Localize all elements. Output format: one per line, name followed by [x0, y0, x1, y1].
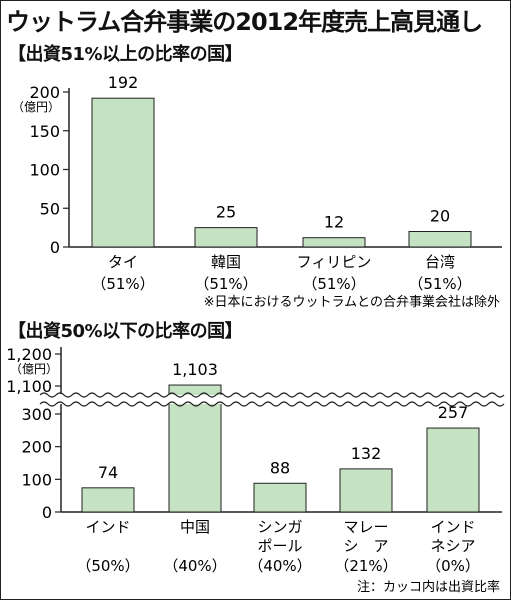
chart2-category-label: インド — [430, 518, 475, 536]
chart1-note: ※日本におけるウットラムとの合弁事業会社は除外 — [204, 294, 500, 310]
page-title: ウットラム合弁事業の2012年度売上高見通し — [6, 8, 483, 36]
chart2-y-tick-label: 1,100 — [6, 377, 52, 396]
chart2-value-label: 88 — [270, 458, 290, 477]
chart1-title: 【出資51%以上の比率の国】 — [8, 44, 243, 65]
chart2-share-label: （0%） — [426, 557, 480, 575]
chart1-share-label: （51%） — [194, 275, 257, 293]
chart1-bar — [302, 237, 366, 248]
chart1-value-label: 25 — [216, 203, 236, 222]
chart1-share-label: （51%） — [302, 275, 365, 293]
chart2-y-tick-label: 300 — [21, 405, 52, 424]
chart2-bar — [426, 427, 480, 513]
chart2-y-tick-label: 0 — [42, 503, 52, 522]
chart2-bar — [253, 482, 307, 513]
chart2-value-label: 1,103 — [172, 360, 218, 379]
chart1-y-tick-label: 200 — [29, 83, 60, 102]
chart2-value-label: 257 — [438, 403, 469, 422]
chart2-break-line — [39, 401, 505, 407]
chart1-value-label: 192 — [108, 73, 139, 92]
chart2-category-label: ポール — [257, 537, 302, 555]
chart1-y-tick-label: 100 — [29, 161, 60, 180]
chart1-category-label: タイ — [108, 253, 138, 271]
chart1-y-tick-label: 50 — [40, 199, 60, 218]
chart1-y-tick-label: 0 — [50, 238, 60, 257]
chart1-bar — [194, 227, 258, 248]
chart2-category-label: シンガ — [257, 518, 302, 536]
chart2-share-label: （40%） — [248, 557, 311, 575]
chart2-value-label: 74 — [98, 463, 118, 482]
chart1-value-label: 12 — [324, 213, 344, 232]
chart2-bar — [339, 468, 393, 513]
chart2-y-tick-label: 100 — [21, 470, 52, 489]
chart2-unit-label: （億円） — [10, 362, 58, 376]
chart1-share-label: （51%） — [408, 275, 471, 293]
chart2-y-tick-label: 200 — [21, 438, 52, 457]
chart2-note: 注：カッコ内は出資比率 — [357, 579, 500, 595]
chart1-category-label: 韓国 — [211, 253, 241, 271]
chart2-category-label: シ ア — [343, 537, 388, 555]
chart2-category-label: マレー — [343, 518, 388, 536]
chart2-y-tick-label: 1,200 — [6, 345, 52, 364]
chart2-break-line — [39, 392, 505, 398]
chart1-y-tick-label: 150 — [29, 122, 60, 141]
chart1-unit-label: （億円） — [12, 100, 60, 114]
chart2-bar — [81, 487, 135, 513]
chart1-category-label: 台湾 — [425, 253, 455, 271]
chart2-category-label: ネシア — [430, 537, 475, 555]
chart2-share-label: （50%） — [76, 557, 139, 575]
chart1-value-label: 20 — [430, 207, 450, 226]
chart1-share-label: （51%） — [91, 275, 154, 293]
chart2-title: 【出資50%以下の比率の国】 — [8, 321, 243, 342]
chart2-category-label: インド — [85, 518, 130, 536]
chart1-category-label: フィリピン — [297, 253, 372, 271]
chart1-bar — [91, 97, 155, 248]
chart1-bar — [408, 231, 472, 248]
chart2-break-band — [40, 395, 504, 404]
chart2-share-label: （40%） — [163, 557, 226, 575]
chart2-value-label: 132 — [351, 444, 382, 463]
chart2-share-label: （21%） — [334, 557, 397, 575]
chart2-category-label: 中国 — [180, 518, 210, 536]
